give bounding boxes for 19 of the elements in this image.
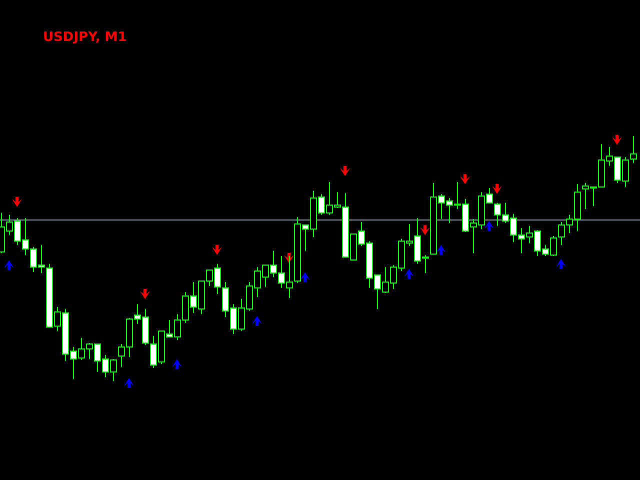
point bbox=[460, 174, 470, 184]
point bbox=[140, 289, 150, 300]
point bbox=[212, 244, 222, 255]
point bbox=[124, 378, 134, 388]
point bbox=[172, 359, 182, 370]
candlestick bbox=[630, 136, 637, 164]
point bbox=[300, 272, 310, 282]
point bbox=[612, 134, 622, 145]
point bbox=[4, 260, 14, 270]
point bbox=[404, 268, 414, 279]
point bbox=[340, 166, 350, 176]
point bbox=[484, 220, 494, 231]
chart-title: USDJPY, M1 bbox=[43, 30, 127, 45]
point bbox=[252, 316, 262, 326]
point bbox=[556, 258, 566, 269]
point bbox=[420, 225, 430, 236]
point bbox=[12, 196, 22, 207]
point bbox=[492, 184, 502, 194]
point bbox=[436, 244, 446, 255]
